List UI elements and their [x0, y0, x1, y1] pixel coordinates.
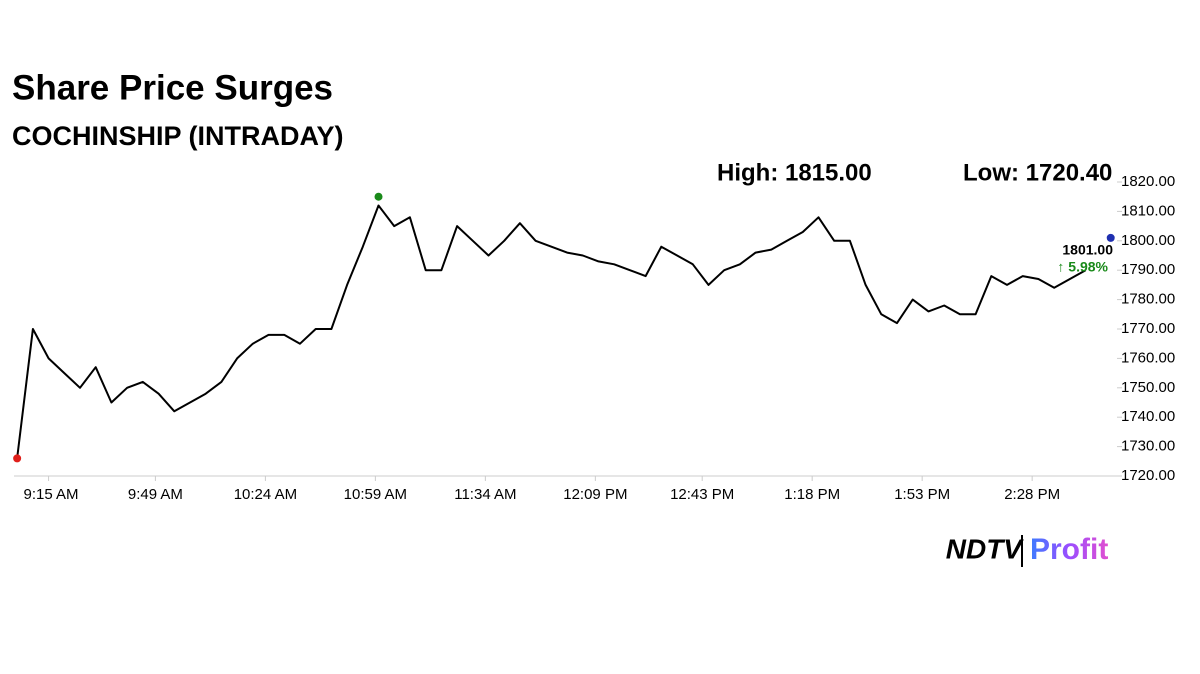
low-stat: Low: 1720.40 [963, 159, 1112, 186]
price-line [16, 204, 1087, 459]
price-marker [374, 192, 383, 201]
y-tick-label: 1770.00 [1121, 320, 1175, 337]
y-tick-label: 1820.00 [1121, 173, 1175, 190]
x-tick-label: 12:43 PM [670, 486, 734, 503]
x-tick-label: 10:24 AM [234, 486, 297, 503]
y-tick-label: 1790.00 [1121, 261, 1175, 278]
price-marker [1106, 233, 1115, 242]
x-tick-label: 12:09 PM [563, 486, 627, 503]
y-tick-label: 1730.00 [1121, 438, 1175, 455]
brand-name: NDTV [946, 533, 1025, 564]
chart-title: Share Price Surges [12, 68, 333, 107]
y-tick-label: 1780.00 [1121, 291, 1175, 308]
price-marker [13, 454, 22, 463]
y-tick-label: 1750.00 [1121, 379, 1175, 396]
y-tick-label: 1800.00 [1121, 232, 1175, 249]
x-tick-label: 11:34 AM [454, 486, 516, 503]
y-tick-label: 1740.00 [1121, 408, 1175, 425]
y-tick-label: 1810.00 [1121, 202, 1175, 219]
x-tick-label: 1:53 PM [894, 486, 950, 503]
x-tick-label: 10:59 AM [344, 486, 407, 503]
last-price-label: 1801.00 [1062, 242, 1113, 258]
x-tick-label: 9:49 AM [128, 486, 183, 503]
y-tick-label: 1720.00 [1121, 467, 1175, 484]
x-tick-label: 1:18 PM [784, 486, 840, 503]
y-tick-label: 1760.00 [1121, 349, 1175, 366]
high-stat: High: 1815.00 [717, 159, 872, 186]
x-tick-label: 2:28 PM [1004, 486, 1060, 503]
brand-product: Profit [1030, 533, 1108, 566]
x-tick-label: 9:15 AM [24, 486, 79, 503]
change-label: ↑ 5.98% [1057, 259, 1108, 275]
chart-subtitle: COCHINSHIP (INTRADAY) [12, 121, 344, 151]
